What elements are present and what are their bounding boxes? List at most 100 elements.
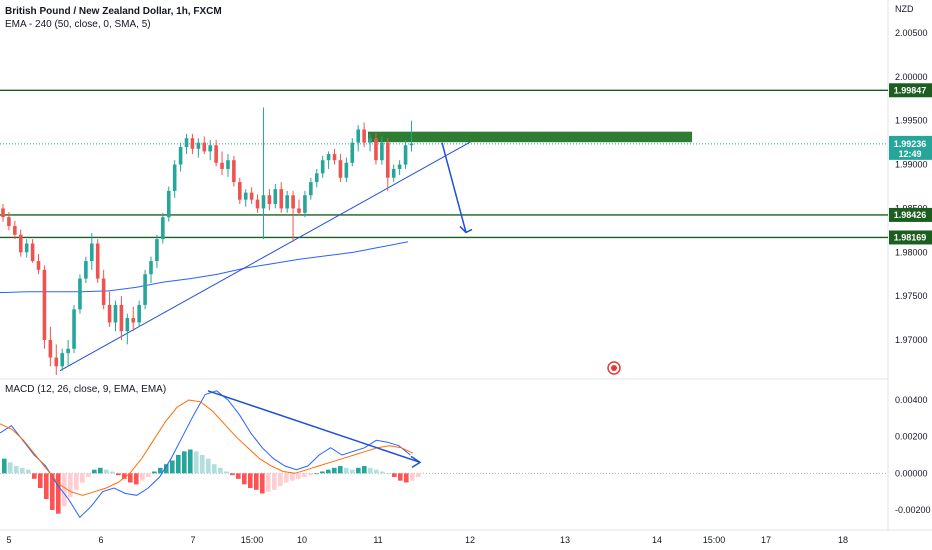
macd-histogram-bar <box>68 473 73 498</box>
candle-body <box>297 208 301 213</box>
macd-histogram-bar <box>254 473 259 490</box>
macd-histogram-bar <box>296 473 301 479</box>
chart-title: British Pound / New Zealand Dollar, 1h, … <box>5 6 222 17</box>
macd-histogram-bar <box>308 473 313 476</box>
candle-body <box>7 217 11 226</box>
candle-body <box>161 217 165 240</box>
candle-body <box>149 261 153 275</box>
macd-histogram-bar <box>116 473 121 476</box>
divergence-arrow <box>207 390 421 464</box>
candle-body <box>344 162 349 178</box>
macd-histogram-bar <box>410 473 415 481</box>
level-price-tag <box>889 230 932 245</box>
macd-histogram-bar <box>338 466 343 474</box>
candle-body <box>273 189 278 205</box>
macd-histogram-bar <box>266 473 271 492</box>
candle-body <box>155 239 159 262</box>
macd-tick-label: 0.00000 <box>895 468 928 478</box>
candle-body <box>166 190 171 218</box>
candle-body <box>314 173 319 183</box>
candle-body <box>36 261 41 270</box>
macd-histogram-bar <box>44 473 49 499</box>
macd-histogram-bar <box>362 466 367 474</box>
macd-legend: MACD (12, 26, close, 9, EMA, EMA) <box>5 384 167 395</box>
macd-histogram-bar <box>146 473 151 477</box>
time-tick-label: 11 <box>373 535 382 545</box>
divergence-arrow-head <box>410 455 422 468</box>
macd-histogram-bar <box>278 473 283 487</box>
candle-body <box>131 318 136 323</box>
macd-histogram-bar <box>218 467 223 474</box>
candle-body <box>184 138 189 148</box>
candle-body <box>232 160 236 183</box>
macd-histogram-bar <box>104 469 109 474</box>
macd-histogram-bar <box>416 473 421 477</box>
macd-histogram-bar <box>50 473 55 510</box>
macd-histogram-bar <box>188 449 193 474</box>
macd-histogram-bar <box>8 462 13 474</box>
macd-histogram-bar <box>200 455 205 474</box>
macd-histogram-bar <box>350 469 355 474</box>
macd-histogram-bar <box>206 458 211 474</box>
candle-body <box>30 243 35 262</box>
candle-body <box>350 142 355 163</box>
level-price-label: 1.98169 <box>894 232 927 242</box>
macd-histogram-bar <box>32 473 37 479</box>
price-tick-label: 2.00500 <box>895 28 928 38</box>
signal-line <box>0 399 414 496</box>
macd-tick-label: 0.00400 <box>895 395 928 405</box>
candle-body <box>374 138 378 161</box>
candle-body <box>178 147 183 165</box>
macd-histogram-bar <box>2 458 7 474</box>
candle-body <box>303 195 307 213</box>
time-tick-label: 18 <box>838 535 848 545</box>
macd-histogram-bar <box>380 471 385 474</box>
candle-body <box>78 278 82 310</box>
price-tick-label: 1.97000 <box>895 335 928 345</box>
candle-body <box>125 318 130 332</box>
candle-body <box>208 145 212 152</box>
candle-body <box>143 274 147 305</box>
candle-body <box>279 189 284 209</box>
macd-histogram-bar <box>80 473 85 483</box>
time-tick-label: 7 <box>190 535 195 545</box>
candle-body <box>243 192 248 200</box>
currency-label: NZD <box>895 4 914 14</box>
macd-histogram-bar <box>314 473 319 475</box>
level-price-label: 1.98426 <box>894 210 927 220</box>
macd-histogram-bar <box>212 464 217 474</box>
macd-histogram-bar <box>326 469 331 474</box>
candle-body <box>397 164 402 169</box>
candle-body <box>368 138 372 143</box>
macd-histogram-bar <box>230 473 235 476</box>
ema-240-line <box>0 241 409 294</box>
candle-body <box>42 269 47 340</box>
macd-histogram-bar <box>134 473 139 485</box>
time-tick-label: 15:00 <box>241 535 264 545</box>
macd-histogram-bar <box>194 451 199 474</box>
time-tick-label: 6 <box>98 535 103 545</box>
candle-body <box>261 195 266 209</box>
candle-body <box>101 278 106 305</box>
candle-body <box>119 304 124 332</box>
price-tick-label: 2.00000 <box>895 72 928 82</box>
macd-histogram-bar <box>98 467 103 474</box>
macd-histogram-bar <box>332 467 337 474</box>
level-price-label: 1.99847 <box>894 85 927 95</box>
candle-body <box>1 208 5 218</box>
macd-histogram-bar <box>152 471 157 474</box>
candle-body <box>172 164 177 191</box>
macd-histogram-bar <box>176 455 181 474</box>
projection-arrow-head <box>459 225 473 234</box>
macd-histogram-bar <box>110 471 115 474</box>
candle-body <box>72 309 76 349</box>
candle-body <box>356 129 360 143</box>
candle-body <box>90 243 94 262</box>
macd-histogram-bar <box>302 473 307 477</box>
candle-body <box>391 168 396 178</box>
macd-histogram-bar <box>374 469 379 474</box>
macd-histogram-bar <box>74 473 79 490</box>
time-tick-label: 12 <box>465 535 475 545</box>
macd-histogram-bar <box>236 473 241 479</box>
